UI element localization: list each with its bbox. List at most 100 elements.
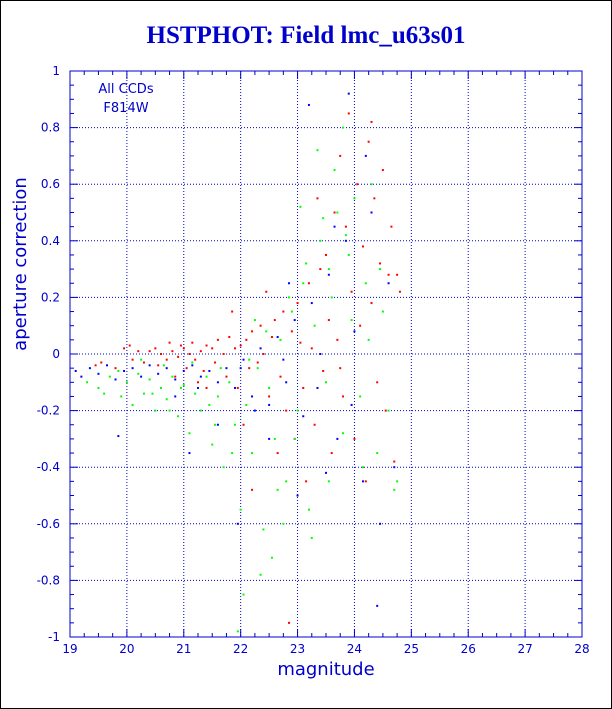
data-point [74, 369, 77, 372]
data-point [364, 480, 367, 483]
data-point [344, 234, 347, 237]
data-point [288, 282, 291, 285]
data-point [387, 273, 390, 276]
data-point [140, 358, 143, 361]
data-point [97, 372, 100, 375]
data-point [376, 381, 379, 384]
data-point [379, 268, 382, 271]
data-point [333, 211, 336, 214]
data-point [120, 395, 123, 398]
data-point [165, 398, 168, 401]
data-point [296, 494, 299, 497]
data-point [197, 386, 199, 389]
data-point [313, 324, 316, 327]
data-point [182, 369, 185, 372]
data-point [342, 395, 345, 398]
data-point [339, 367, 342, 370]
data-point [208, 403, 211, 406]
data-point [322, 217, 325, 220]
data-point [302, 386, 305, 389]
data-point [336, 437, 339, 440]
data-point [361, 245, 364, 248]
data-point [125, 381, 128, 384]
data-point [367, 338, 370, 341]
data-point [242, 593, 245, 596]
data-point [290, 330, 293, 333]
data-point [293, 437, 296, 440]
x-tick-label: 27 [517, 642, 532, 656]
data-point [344, 239, 347, 242]
data-point [165, 358, 168, 361]
data-point [168, 409, 171, 412]
data-point [319, 239, 322, 242]
data-point [197, 381, 199, 384]
data-point [390, 225, 393, 228]
data-point [168, 341, 171, 344]
data-point [282, 310, 285, 313]
data-point [305, 480, 308, 483]
data-point [205, 344, 208, 347]
data-point [105, 364, 108, 367]
data-point [236, 386, 239, 389]
data-point [214, 423, 217, 426]
data-point [205, 386, 208, 389]
data-point [228, 336, 231, 339]
data-point [370, 211, 373, 214]
data-point [299, 205, 302, 208]
data-point [359, 324, 362, 327]
data-point [370, 183, 373, 186]
data-point [381, 169, 384, 172]
data-point [313, 423, 316, 426]
data-point [347, 112, 350, 115]
x-tick-label: 19 [62, 642, 77, 656]
data-point [94, 364, 97, 367]
data-point [148, 350, 151, 353]
data-point [379, 262, 382, 265]
data-point [279, 375, 282, 378]
data-point [231, 452, 234, 455]
data-point [123, 369, 126, 372]
data-point [347, 92, 350, 95]
y-tick-label: -0.8 [37, 573, 60, 587]
data-point [276, 452, 279, 455]
data-point [233, 386, 236, 389]
data-point [262, 353, 265, 355]
y-tick-label: -0.2 [37, 404, 60, 418]
data-point [142, 361, 145, 364]
data-point [137, 372, 140, 375]
data-point [157, 372, 160, 375]
data-point [171, 350, 174, 353]
ticks-layer: 19 20 21 22 23 24 25 26 27 28 -1 -0.8 -0.6 -0.4 -0.2 0 0… [37, 64, 590, 656]
data-point [188, 432, 191, 435]
data-point [373, 197, 376, 200]
data-point [356, 183, 359, 186]
data-point [282, 358, 285, 361]
data-point [253, 319, 256, 322]
x-tick-label: 25 [404, 642, 419, 656]
data-point [225, 375, 228, 378]
data-point [319, 268, 322, 271]
data-point [327, 480, 330, 483]
data-point [191, 364, 194, 367]
data-point [174, 378, 177, 381]
annotation-all-ccds: All CCDs [98, 82, 153, 97]
data-point [242, 423, 245, 426]
data-point [117, 369, 120, 372]
data-point [396, 480, 399, 483]
data-point [288, 296, 291, 299]
data-point [211, 347, 214, 350]
data-point [154, 409, 157, 412]
data-point [154, 347, 157, 350]
data-point [370, 120, 373, 123]
data-point [370, 302, 373, 305]
data-point [325, 381, 327, 384]
data-point [177, 415, 180, 418]
data-point [282, 522, 285, 525]
data-point [285, 409, 288, 412]
data-point [251, 452, 254, 455]
data-point [381, 310, 384, 313]
data-point [205, 375, 208, 378]
data-point [174, 395, 177, 398]
data-point [199, 409, 202, 412]
data-point [288, 621, 291, 624]
